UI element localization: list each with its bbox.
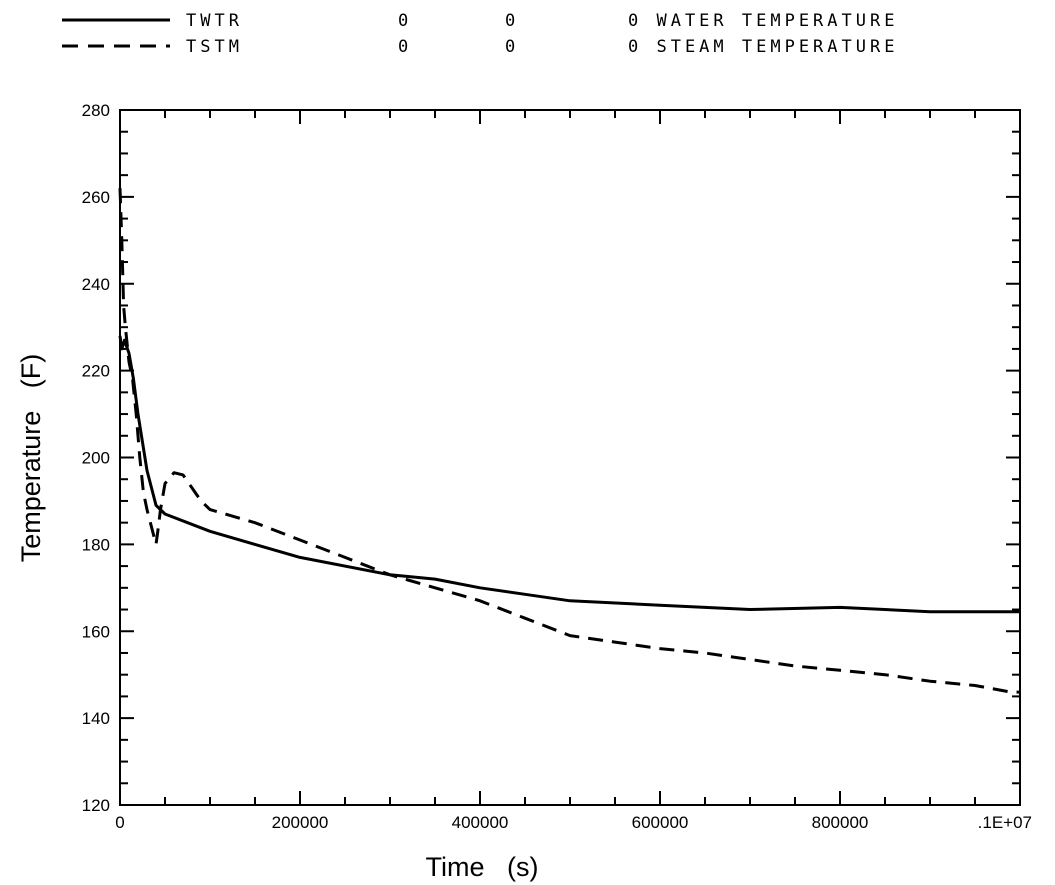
x-tick-label: 0: [115, 813, 124, 832]
axes: [119, 109, 1021, 806]
legend-value: 0: [398, 37, 412, 57]
y-tick-label: 160: [82, 622, 110, 641]
y-tick-label: 240: [82, 275, 110, 294]
x-tick-label: 800000: [812, 813, 869, 832]
y-tick-label: 220: [82, 362, 110, 381]
legend: TWTR 0 0 0 WATER TEMPERATURE TSTM 0 0 0 STEAM T…: [62, 11, 898, 57]
y-tick-label: 200: [82, 449, 110, 468]
x-tick-label: 200000: [272, 813, 329, 832]
y-axis-label: Temperature (F): [16, 354, 46, 563]
y-tick-label: 140: [82, 709, 110, 728]
series: [118, 188, 1020, 694]
legend-value: 0: [505, 11, 519, 31]
series-line-twtr: [118, 335, 1020, 614]
legend-series-name: TWTR: [186, 11, 243, 31]
ticks: 0 200000 400000 600000 800000 .1E+07 120 140 160…: [82, 101, 1032, 832]
legend-value: 0: [398, 11, 412, 31]
y-tick-label: 180: [82, 535, 110, 554]
legend-description: 0 STEAM TEMPERATURE: [628, 37, 898, 57]
legend-description: 0 WATER TEMPERATURE: [628, 11, 898, 31]
plot-frame: [119, 109, 1021, 806]
legend-series-name: TSTM: [186, 37, 243, 57]
legend-value: 0: [505, 37, 519, 57]
x-axis-label: Time (s): [426, 852, 539, 882]
y-tick-label: 260: [82, 188, 110, 207]
series-line-tstm: [118, 188, 1020, 694]
y-tick-label: 280: [82, 101, 110, 120]
x-tick-label: 400000: [452, 813, 509, 832]
x-tick-label: 600000: [632, 813, 689, 832]
y-tick-label: 120: [82, 796, 110, 815]
x-tick-label: .1E+07: [978, 813, 1032, 832]
